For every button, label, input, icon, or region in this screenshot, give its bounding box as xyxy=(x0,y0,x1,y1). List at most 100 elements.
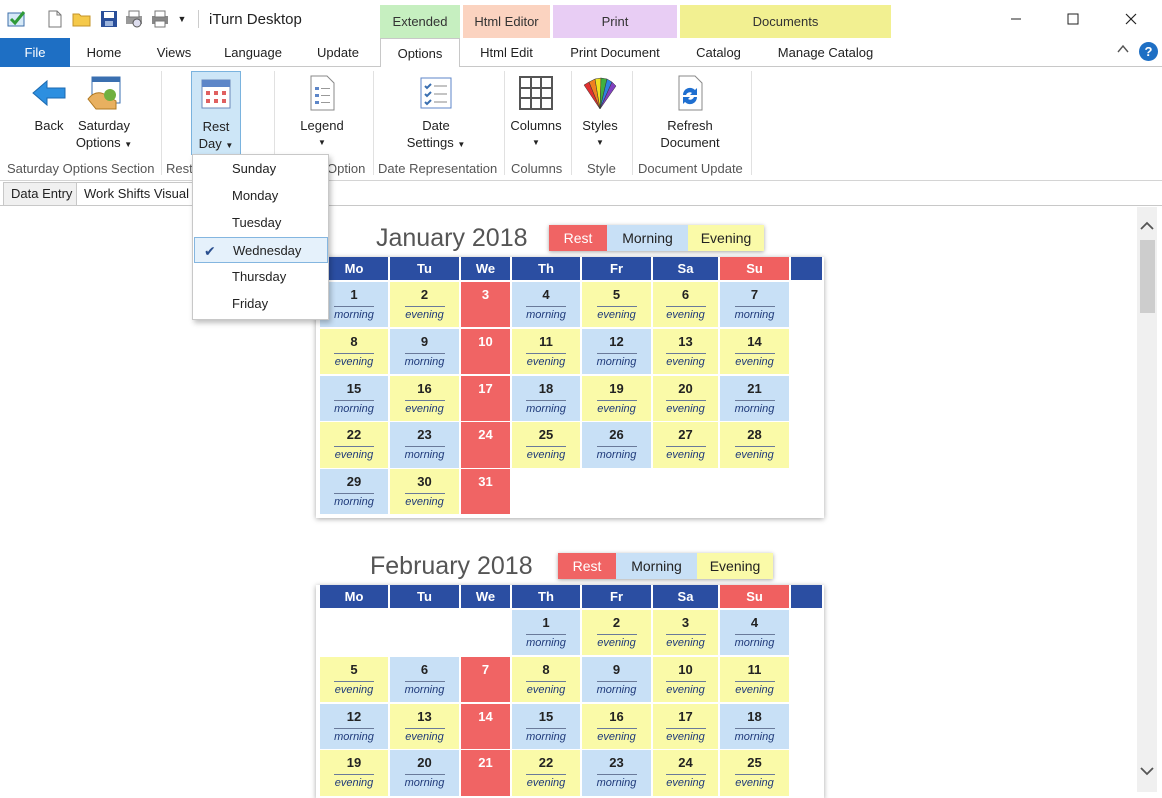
day-cell[interactable]: 3 evening xyxy=(653,610,718,656)
rest-day-button[interactable]: Rest Day ▼ xyxy=(191,71,241,155)
day-cell[interactable]: 20 morning xyxy=(390,750,459,796)
shift-label: morning xyxy=(596,777,637,790)
day-cell[interactable]: 3 xyxy=(461,282,510,328)
maximize-button[interactable] xyxy=(1050,0,1096,38)
day-cell[interactable]: 1 morning xyxy=(512,610,580,656)
day-cell[interactable]: 18 morning xyxy=(720,703,789,749)
day-cell[interactable]: 6 morning xyxy=(390,656,459,703)
columns-button[interactable]: Columns ▼ xyxy=(508,73,564,151)
close-button[interactable] xyxy=(1108,0,1154,38)
tab-language[interactable]: Language xyxy=(224,45,282,60)
tab-options[interactable]: Options xyxy=(380,38,460,68)
day-cell[interactable]: 19 evening xyxy=(320,750,388,796)
day-cell[interactable]: 19 evening xyxy=(582,375,651,421)
day-cell[interactable]: 13 evening xyxy=(653,328,718,375)
day-cell[interactable]: 24 evening xyxy=(653,750,718,796)
day-cell[interactable]: 23 morning xyxy=(390,422,459,468)
rest-day-option-monday[interactable]: Monday xyxy=(232,188,279,203)
day-cell[interactable]: 10 evening xyxy=(653,656,718,703)
save-icon[interactable] xyxy=(98,8,120,30)
help-icon[interactable]: ? xyxy=(1139,42,1158,61)
scroll-up-icon[interactable] xyxy=(1139,219,1155,233)
rest-day-option-thursday[interactable]: Thursday xyxy=(232,269,287,284)
scrollbar-thumb[interactable] xyxy=(1140,240,1155,313)
day-cell[interactable]: 8 evening xyxy=(320,328,388,375)
day-cell[interactable]: 29 morning xyxy=(320,469,388,515)
back-button[interactable]: Back xyxy=(20,73,78,134)
day-cell[interactable]: 12 morning xyxy=(320,703,388,749)
day-cell[interactable]: 2 evening xyxy=(582,610,651,656)
styles-button[interactable]: Styles ▼ xyxy=(577,73,623,151)
day-cell[interactable]: 21 morning xyxy=(720,375,789,421)
tab-html-edit[interactable]: Html Edit xyxy=(480,45,533,60)
rest-day-option-sunday[interactable]: Sunday xyxy=(232,161,277,176)
print-preview-icon[interactable] xyxy=(123,8,145,30)
day-cell[interactable]: 18 morning xyxy=(512,375,580,421)
date-settings-button[interactable]: Date Settings ▼ xyxy=(404,73,468,153)
day-cell[interactable]: 23 morning xyxy=(582,750,651,796)
tab-print-document[interactable]: Print Document xyxy=(570,45,660,60)
day-cell[interactable]: 15 morning xyxy=(512,703,580,749)
day-cell[interactable]: 5 evening xyxy=(582,282,651,328)
day-cell[interactable]: 5 evening xyxy=(320,656,388,703)
day-cell[interactable]: 8 evening xyxy=(512,656,580,703)
rest-day-option-friday[interactable]: Friday xyxy=(232,296,269,311)
day-cell[interactable]: 17 xyxy=(461,375,510,421)
day-number: 21 xyxy=(747,380,762,396)
tab-update[interactable]: Update xyxy=(317,45,359,60)
day-cell[interactable]: 25 evening xyxy=(512,422,580,468)
day-cell[interactable]: 26 morning xyxy=(582,422,651,468)
legend-button[interactable]: Legend ▼ xyxy=(296,73,348,151)
day-cell[interactable]: 7 xyxy=(461,656,510,703)
day-cell[interactable]: 21 xyxy=(461,750,510,796)
day-cell[interactable]: 14 evening xyxy=(720,328,789,375)
collapse-ribbon-icon[interactable] xyxy=(1113,42,1133,62)
day-cell[interactable]: 4 morning xyxy=(512,282,580,328)
rest-day-option-wednesday[interactable]: ✔ Wednesday xyxy=(194,237,328,263)
print-icon[interactable] xyxy=(149,8,171,30)
vertical-scrollbar[interactable] xyxy=(1137,207,1157,792)
day-cell[interactable]: 22 evening xyxy=(320,422,388,468)
tab-work-shifts-visual[interactable]: Work Shifts Visual xyxy=(76,182,194,206)
day-cell[interactable]: 17 evening xyxy=(653,703,718,749)
day-cell[interactable]: 1 morning xyxy=(320,282,388,328)
day-cell[interactable]: 6 evening xyxy=(653,282,718,328)
tab-file[interactable]: File xyxy=(0,38,70,67)
refresh-document-button[interactable]: Refresh Document xyxy=(658,73,722,151)
day-cell[interactable]: 4 morning xyxy=(720,610,789,656)
saturday-options-button[interactable]: Saturday Options ▼ xyxy=(72,73,136,153)
tab-home[interactable]: Home xyxy=(86,45,122,60)
day-cell[interactable]: 9 morning xyxy=(582,656,651,703)
tab-catalog[interactable]: Catalog xyxy=(696,45,741,60)
tab-views[interactable]: Views xyxy=(156,45,192,60)
day-cell[interactable]: 12 morning xyxy=(582,328,651,375)
day-cell[interactable]: 10 xyxy=(461,328,510,375)
new-document-icon[interactable] xyxy=(44,8,66,30)
day-cell[interactable]: 9 morning xyxy=(390,328,459,375)
day-cell[interactable]: 11 evening xyxy=(512,328,580,375)
day-cell[interactable]: 2 evening xyxy=(390,282,459,328)
day-cell[interactable]: 16 evening xyxy=(582,703,651,749)
app-logo-icon[interactable] xyxy=(6,8,28,30)
day-cell[interactable]: 16 evening xyxy=(390,375,459,421)
day-cell[interactable]: 11 evening xyxy=(720,656,789,703)
day-cell[interactable]: 13 evening xyxy=(390,703,459,749)
tab-data-entry[interactable]: Data Entry xyxy=(3,182,81,206)
day-cell[interactable]: 31 xyxy=(461,469,510,515)
day-cell[interactable]: 25 evening xyxy=(720,750,789,796)
customize-toolbar-icon[interactable]: ▼ xyxy=(177,14,187,24)
rest-day-option-tuesday[interactable]: Tuesday xyxy=(232,215,282,230)
day-cell[interactable]: 20 evening xyxy=(653,375,718,421)
day-cell[interactable]: 30 evening xyxy=(390,469,459,515)
open-folder-icon[interactable] xyxy=(71,8,93,30)
day-cell[interactable]: 27 evening xyxy=(653,422,718,468)
day-cell[interactable]: 15 morning xyxy=(320,375,388,421)
tab-manage-catalog[interactable]: Manage Catalog xyxy=(777,45,874,60)
scroll-down-icon[interactable] xyxy=(1139,764,1155,778)
day-cell[interactable]: 14 xyxy=(461,703,510,749)
day-cell[interactable]: 7 morning xyxy=(720,282,789,328)
day-cell[interactable]: 28 evening xyxy=(720,422,789,468)
minimize-button[interactable] xyxy=(993,0,1039,38)
day-cell[interactable]: 22 evening xyxy=(512,750,580,796)
day-cell[interactable]: 24 xyxy=(461,422,510,468)
